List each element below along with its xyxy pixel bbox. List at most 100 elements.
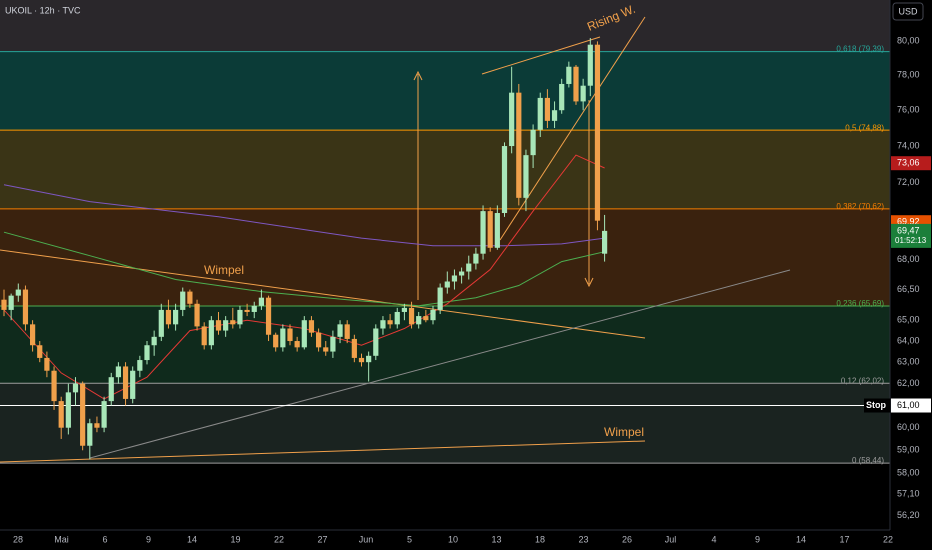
x-tick-label: 28 <box>13 534 23 544</box>
candle-body <box>416 316 422 325</box>
candle-body <box>459 271 465 276</box>
x-tick-label: 17 <box>839 534 849 544</box>
candle-body <box>437 287 443 310</box>
candle-body <box>158 309 164 337</box>
candle-body <box>480 211 486 254</box>
y-tick-label: 56,20 <box>897 510 920 520</box>
y-tick-label: 66,50 <box>897 284 920 294</box>
trendline <box>0 440 646 463</box>
candle-body <box>30 324 36 346</box>
price-tag-label: 73,06 <box>897 158 920 168</box>
candle-body <box>573 66 579 102</box>
annotation: Wimpel <box>604 425 644 439</box>
price-tag <box>891 156 931 171</box>
trendline <box>0 249 646 339</box>
candle-body <box>108 377 114 402</box>
candle-body <box>65 392 71 428</box>
fib-zone <box>0 306 890 384</box>
x-tick-label: 9 <box>146 534 151 544</box>
candle-body <box>451 275 458 282</box>
candle-body <box>87 423 93 446</box>
candle-body <box>444 281 450 288</box>
candle-body <box>602 230 608 254</box>
wedge-line <box>499 16 646 241</box>
candle-body <box>144 345 150 361</box>
x-tick-label: 22 <box>883 534 893 544</box>
candle-body <box>494 213 500 248</box>
candle-body <box>44 357 50 371</box>
fib-label: 0,382 (70,62) <box>836 202 884 211</box>
arrow-head <box>413 70 423 81</box>
candle-body <box>251 305 257 312</box>
candle-body <box>215 320 222 331</box>
candle-body <box>294 341 300 348</box>
x-tick-label: 14 <box>187 534 197 544</box>
candle-body <box>366 355 372 363</box>
y-tick-label: 65,00 <box>897 315 920 325</box>
candle-body <box>544 97 550 121</box>
candle-body <box>137 360 143 371</box>
candle-body <box>1 299 7 310</box>
y-tick-label: 58,00 <box>897 468 920 478</box>
candle-body <box>187 291 193 304</box>
candle-body <box>337 324 343 337</box>
y-tick-label: 59,00 <box>897 445 920 455</box>
candle-body <box>15 289 21 296</box>
candle-body <box>308 320 315 333</box>
y-tick-label: 62,00 <box>897 378 920 388</box>
fib-zone <box>0 51 890 131</box>
wedge-line <box>481 36 601 75</box>
y-tick-label: 63,00 <box>897 357 920 367</box>
candle-body <box>423 316 429 321</box>
stop-tag <box>864 398 890 413</box>
fib-zone <box>0 383 890 464</box>
price-tag-label: 61,00 <box>897 400 920 410</box>
candle-body <box>37 345 43 358</box>
y-tick-label: 60,00 <box>897 422 920 432</box>
fib-label: 0,5 (74,88) <box>845 123 884 132</box>
annotation: Wimpel <box>204 263 244 277</box>
currency[interactable]: USD <box>898 6 918 16</box>
price-tag <box>891 223 931 248</box>
candle-body <box>273 334 279 348</box>
x-tick-label: 19 <box>230 534 240 544</box>
candle-body <box>237 309 243 325</box>
x-tick-label: 18 <box>535 534 545 544</box>
candle-body <box>587 44 593 86</box>
price-tag-label: 69,47 <box>897 225 920 235</box>
currency-button[interactable] <box>892 2 924 21</box>
x-tick-label: 5 <box>407 534 412 544</box>
moving-average <box>3 184 605 247</box>
candle-body <box>566 66 572 84</box>
candle-body <box>473 253 479 264</box>
candle-body <box>51 370 57 402</box>
candle-body <box>230 320 236 325</box>
candle-body <box>265 297 272 335</box>
fib-zone <box>0 208 890 307</box>
countdown: 01:52:13 <box>895 236 927 245</box>
candle-body <box>323 347 329 352</box>
x-tick-label: 23 <box>578 534 588 544</box>
fib-zone <box>0 130 890 209</box>
fib-label: 0 (58,44) <box>852 456 884 465</box>
candle-body <box>223 320 229 331</box>
x-tick-label: Mai <box>54 534 69 544</box>
candle-body <box>115 366 121 378</box>
y-tick-label: 68,00 <box>897 254 920 264</box>
candle-body <box>466 263 472 272</box>
candle-body <box>516 92 522 198</box>
y-tick-label: 74,00 <box>897 140 920 150</box>
y-tick-label: 64,00 <box>897 335 920 345</box>
candle-body <box>201 326 207 346</box>
candle-body <box>523 155 529 198</box>
candle-body <box>130 370 136 399</box>
candle-body <box>351 338 357 358</box>
y-tick-label: 72,00 <box>897 177 920 187</box>
x-tick-label: 26 <box>622 534 632 544</box>
x-tick-label: 10 <box>448 534 458 544</box>
candle-body <box>80 383 86 446</box>
y-tick-label: 80,00 <box>897 36 920 46</box>
drawings <box>0 16 791 463</box>
candle-body <box>180 291 186 310</box>
x-tick-label: 6 <box>102 534 107 544</box>
